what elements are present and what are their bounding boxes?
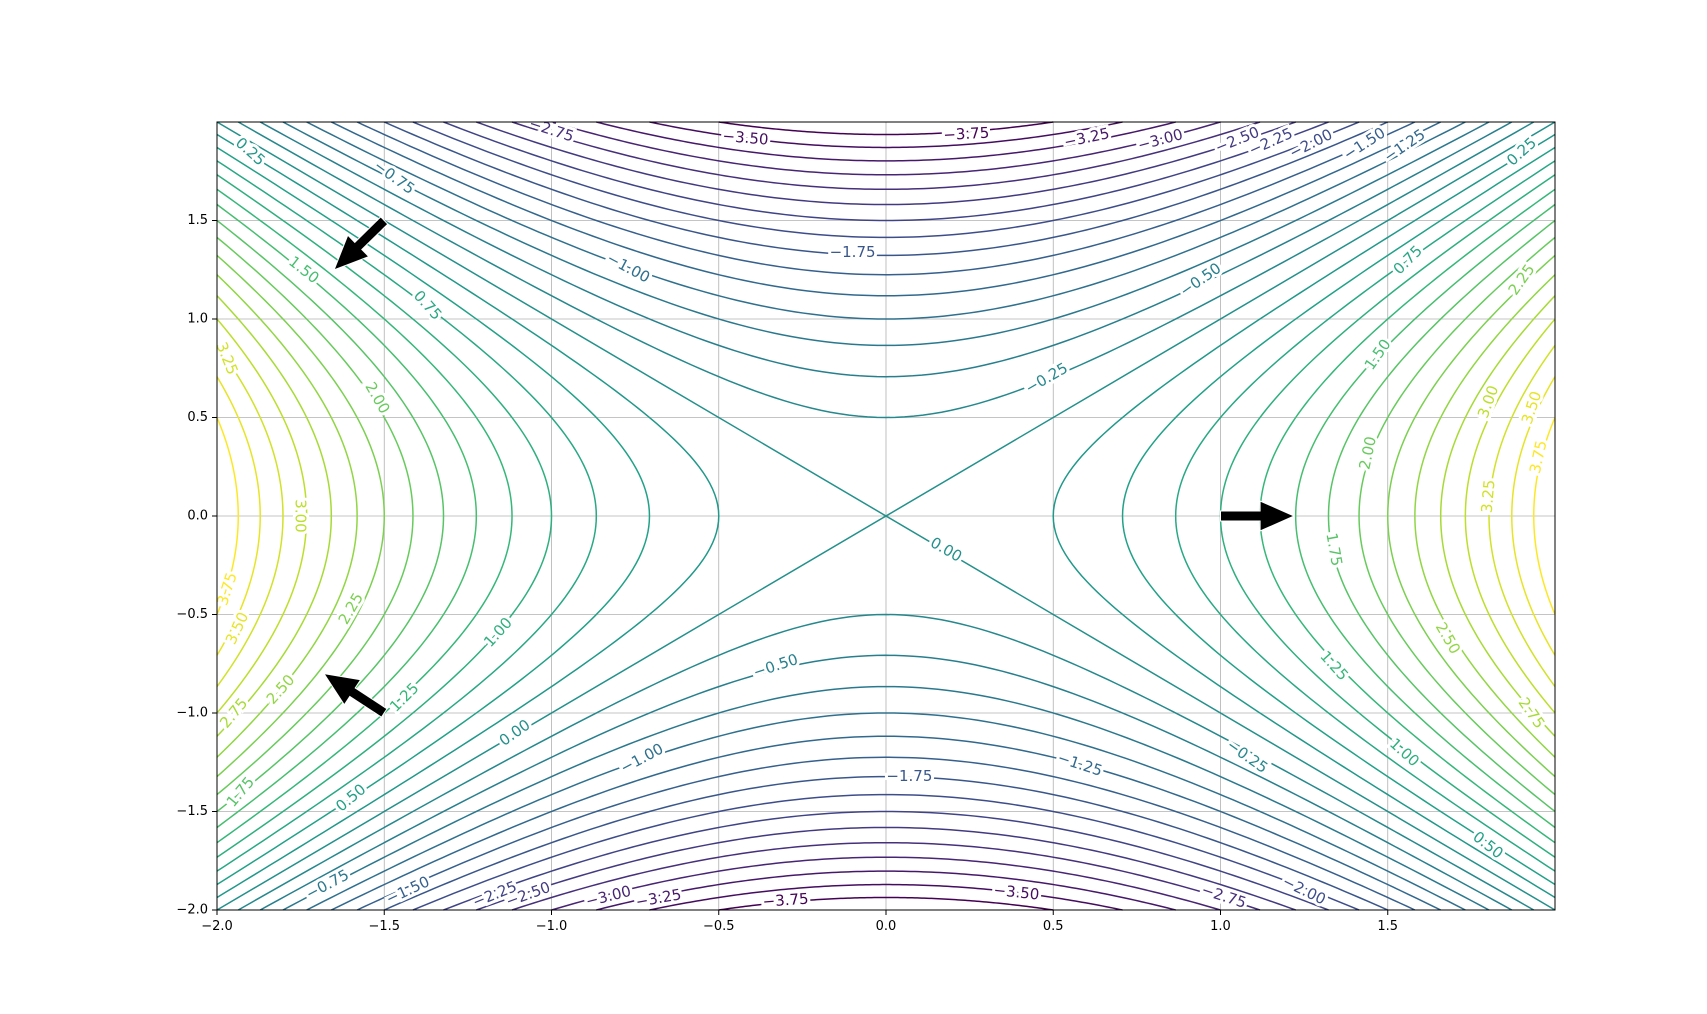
contour-line (596, 870, 1176, 911)
contour-line (551, 856, 1221, 911)
contour-line (216, 133, 720, 899)
contour-line (1121, 146, 1556, 886)
contour-label: 3.00 (292, 499, 310, 532)
contour-line (1414, 274, 1556, 758)
contour-line (1488, 344, 1556, 688)
contour-line (1358, 236, 1556, 796)
contour-line (216, 121, 1556, 911)
contour-line (237, 613, 1535, 911)
x-tick-label: 1.5 (1377, 919, 1398, 934)
contour-line (259, 654, 1513, 911)
contour-line (511, 841, 1261, 911)
contour-line (443, 810, 1329, 911)
contour-label-halo: 3.00 (292, 499, 310, 532)
contour-line (649, 121, 1123, 149)
contour-line (216, 318, 308, 714)
contour-line (551, 121, 1221, 176)
contour-line (216, 295, 333, 737)
contour-line (649, 883, 1123, 911)
contour-line (216, 203, 478, 829)
x-tick-label: 0.0 (876, 919, 897, 934)
contour-line (1439, 295, 1556, 737)
contour-line (383, 121, 1389, 257)
arrow-annotation (1220, 500, 1296, 532)
y-tick-label: −1.5 (176, 804, 208, 819)
contour-label: −1.75 (830, 243, 876, 261)
contour-line (1386, 254, 1556, 778)
contour-line (306, 121, 1466, 320)
contour-line (306, 712, 1466, 911)
contour-line (216, 417, 239, 615)
contour-line (356, 121, 1416, 276)
contour-line (237, 121, 1535, 419)
contour-line (216, 146, 651, 886)
contour-line (476, 826, 1296, 911)
contour-line (216, 376, 261, 656)
contour-line (1533, 417, 1556, 615)
contour-line (1052, 133, 1556, 899)
axis-ticks: −2.0 −1.5 −1.0 −0.5 0.0 0.5 1.0 1.5 −2.0 −1.5 −1.0… (176, 213, 1398, 934)
y-tick-label: 1.0 (187, 312, 208, 327)
arrow-annotation (322, 672, 388, 718)
contour-line (476, 121, 1296, 206)
contour-line (383, 775, 1389, 911)
contour-line (1327, 219, 1556, 813)
contour-line (216, 174, 553, 858)
contour-label: −3.75 (943, 124, 990, 144)
y-tick-label: 1.5 (187, 213, 208, 228)
contour-line (216, 344, 284, 688)
contour-line (511, 121, 1261, 191)
contour-line (443, 121, 1329, 222)
contour-line (330, 121, 1442, 297)
x-tick-label: 0.5 (1043, 919, 1064, 934)
contour-label: 1.75 (1322, 531, 1346, 567)
y-tick-label: 0.5 (187, 410, 208, 425)
contour-line (216, 236, 414, 796)
x-tick-label: 1.0 (1210, 919, 1231, 934)
contour-label-halo: −1.75 (830, 243, 876, 261)
contour-label-halo: −3.75 (943, 124, 990, 144)
contour-label: −3.50 (993, 881, 1041, 904)
contour-line (412, 793, 1360, 911)
contour-line (216, 254, 386, 778)
contour-line (412, 121, 1360, 239)
contour-lines (216, 121, 1556, 911)
y-tick-label: −2.0 (176, 903, 208, 918)
arrow-annotation (333, 216, 389, 271)
contour-line (282, 121, 1490, 347)
x-tick-label: −1.0 (536, 919, 568, 934)
contour-line (596, 121, 1176, 162)
contour-label: −1.75 (886, 767, 932, 785)
contour-line (718, 121, 1054, 136)
contour-line (282, 685, 1490, 911)
contour-line (216, 188, 513, 844)
y-tick-label: 0.0 (187, 509, 208, 524)
contour-line (356, 756, 1416, 911)
contour-line (1511, 376, 1556, 656)
annotation-arrows (322, 216, 1296, 718)
contour-line (1464, 318, 1556, 714)
contour-label-halo: −1.75 (886, 767, 932, 785)
contour-line (216, 219, 445, 813)
contour-label: −3.50 (722, 127, 769, 149)
contour-label: −3.75 (762, 890, 809, 911)
contour-line (1294, 203, 1556, 829)
y-tick-label: −0.5 (176, 607, 208, 622)
contour-line (259, 121, 1513, 378)
x-tick-label: −0.5 (703, 919, 735, 934)
x-tick-label: −1.5 (368, 919, 400, 934)
contour-line (216, 274, 358, 758)
contour-line (330, 735, 1442, 911)
y-tick-label: −1.0 (176, 706, 208, 721)
x-tick-label: −2.0 (201, 919, 233, 934)
contour-line (1174, 160, 1556, 872)
contour-line (216, 160, 598, 872)
contour-line (718, 896, 1054, 911)
contour-label: 3.25 (1478, 479, 1499, 514)
